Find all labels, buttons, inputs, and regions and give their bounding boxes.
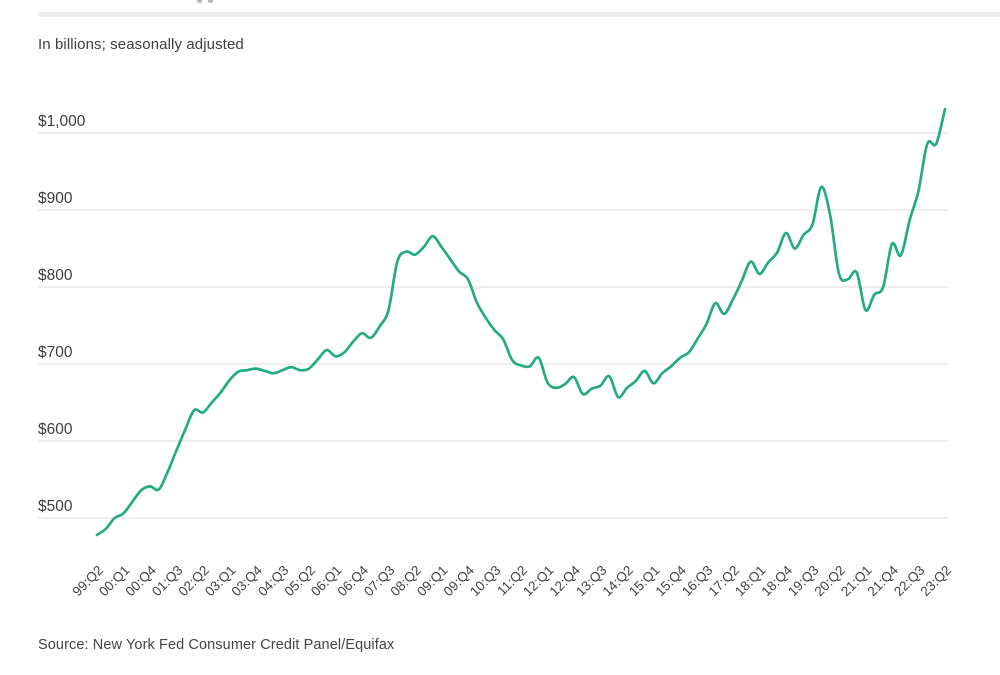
- y-tick-label: $500: [38, 498, 73, 515]
- x-tick-label: 23:Q2: [918, 563, 955, 600]
- accent-divider-bar: [38, 12, 1000, 17]
- y-tick-label: $800: [38, 267, 73, 284]
- y-tick-label: $700: [38, 344, 73, 361]
- x-tick-label: 10:Q3: [467, 563, 504, 600]
- y-tick-label: $900: [38, 190, 73, 207]
- y-tick-label: $600: [38, 421, 73, 438]
- source-note: Source: New York Fed Consumer Credit Pan…: [38, 637, 395, 653]
- chart-subtitle: In billions; seasonally adjusted: [38, 36, 244, 53]
- y-tick-label: $1,000: [38, 113, 86, 130]
- clipped-title-fragment: [197, 0, 219, 3]
- series-line-credit-card-balances: [95, 107, 947, 537]
